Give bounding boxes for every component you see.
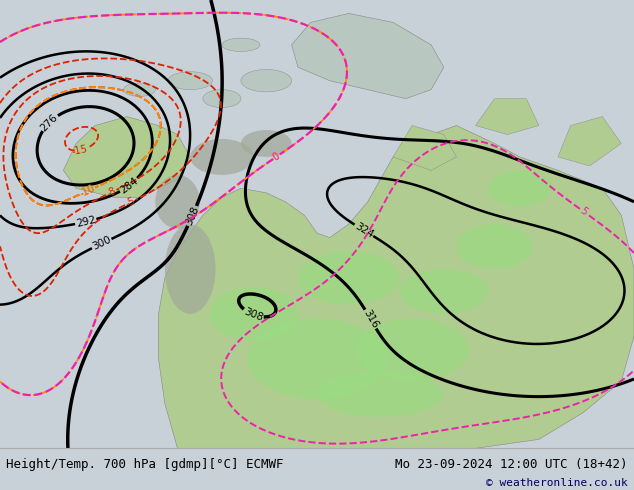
Ellipse shape [456, 224, 533, 269]
Text: -10: -10 [78, 183, 96, 199]
Ellipse shape [399, 269, 488, 314]
Ellipse shape [355, 318, 469, 381]
Polygon shape [393, 125, 456, 171]
Text: 276: 276 [39, 112, 60, 133]
Ellipse shape [317, 372, 444, 417]
Ellipse shape [190, 139, 254, 175]
Text: 0: 0 [271, 151, 282, 163]
Text: 324: 324 [353, 221, 375, 240]
Ellipse shape [488, 171, 552, 206]
Ellipse shape [124, 83, 155, 97]
Text: -15: -15 [70, 144, 88, 157]
Text: © weatheronline.co.uk: © weatheronline.co.uk [486, 477, 628, 488]
Polygon shape [292, 13, 444, 98]
Ellipse shape [298, 251, 399, 305]
Text: 316: 316 [361, 308, 380, 330]
Text: -8: -8 [105, 186, 118, 199]
Ellipse shape [241, 130, 292, 157]
Text: Height/Temp. 700 hPa [gdmp][°C] ECMWF: Height/Temp. 700 hPa [gdmp][°C] ECMWF [6, 458, 284, 471]
Text: Mo 23-09-2024 12:00 UTC (18+42): Mo 23-09-2024 12:00 UTC (18+42) [395, 458, 628, 471]
Polygon shape [558, 117, 621, 166]
Text: 5: 5 [578, 205, 588, 217]
Text: -5: -5 [124, 196, 137, 209]
Polygon shape [63, 117, 190, 197]
Polygon shape [158, 125, 634, 448]
Text: 308: 308 [242, 306, 264, 323]
Ellipse shape [241, 70, 292, 92]
Text: -10: -10 [78, 183, 96, 199]
Ellipse shape [165, 224, 216, 314]
Text: 284: 284 [118, 175, 140, 196]
Text: 308: 308 [184, 205, 201, 227]
Ellipse shape [168, 72, 212, 90]
Text: 300: 300 [91, 235, 113, 252]
Text: 0: 0 [271, 151, 282, 163]
Ellipse shape [222, 38, 260, 51]
Ellipse shape [155, 175, 200, 229]
Text: 292: 292 [75, 215, 96, 229]
Ellipse shape [209, 287, 298, 341]
Polygon shape [476, 98, 539, 135]
Ellipse shape [247, 318, 387, 399]
Ellipse shape [203, 90, 241, 108]
